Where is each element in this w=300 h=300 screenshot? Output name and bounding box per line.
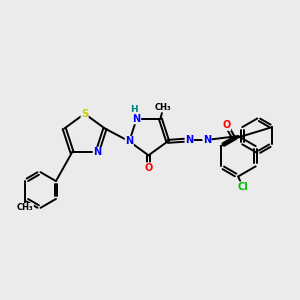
Text: Cl: Cl <box>237 182 248 192</box>
Text: H: H <box>130 105 137 114</box>
Text: N: N <box>185 135 193 145</box>
Text: N: N <box>93 148 101 158</box>
Text: N: N <box>125 136 134 146</box>
Text: N: N <box>133 114 141 124</box>
Text: N: N <box>203 135 211 145</box>
Text: O: O <box>223 120 231 130</box>
Text: S: S <box>81 109 88 119</box>
Text: CH₃: CH₃ <box>155 103 172 112</box>
Text: O: O <box>144 163 153 173</box>
Text: CH₃: CH₃ <box>17 203 33 212</box>
